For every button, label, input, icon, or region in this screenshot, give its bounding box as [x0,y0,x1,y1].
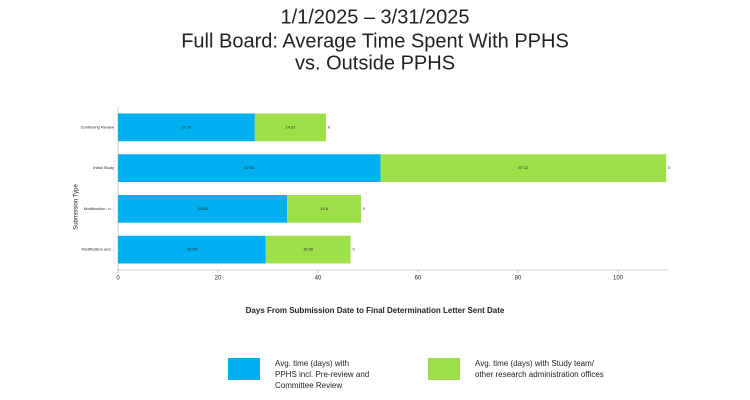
y-tick-label: Continuing Review [81,124,114,129]
chart-title: Full Board: Average Time Spent With PPHS [181,30,569,52]
data-label: 0 [363,206,366,211]
y-tick-label: Initial Study [93,165,114,170]
data-label: 16.96 [303,247,314,252]
data-label: 33.83 [198,206,209,211]
bar-segment [287,195,362,223]
data-label: 52.51 [244,165,255,170]
y-tick-label: Modification / o... [84,206,114,211]
y-tick-label: Modification and... [82,247,114,252]
data-label: 0 [353,247,356,252]
data-label: 29.55 [187,247,198,252]
bar-segment [118,113,255,142]
legend-label: Avg. time (days) with PPHS incl. Pre-rev… [275,359,370,390]
x-tick-label: 80 [515,276,522,282]
bar-segment [118,154,381,182]
bar-segment [265,235,351,264]
data-label: 27.37 [181,124,192,129]
bar-segment [254,113,326,142]
x-tick-label: 20 [215,276,222,282]
y-axis-title: Submission Type [74,184,80,230]
data-label: 14.21 [285,124,296,129]
bar-segment [118,235,266,264]
legend-swatch [428,358,460,380]
bar-segment [118,195,288,223]
legend-item: Avg. time (days) with Study team/ other … [428,358,618,380]
legend-item: Avg. time (days) with PPHS incl. Pre-rev… [228,358,398,391]
bar-segment [380,154,667,182]
x-tick-label: 100 [613,276,624,282]
x-tick-label: 60 [415,276,422,282]
data-label: 0 [328,124,331,129]
chart-title: vs. Outside PPHS [295,52,455,74]
data-label: 0 [668,165,671,170]
legend-label: Avg. time (days) with Study team/ other … [475,359,604,379]
chart-title: 1/1/2025 – 3/31/2025 [280,6,469,28]
x-tick-label: 40 [315,276,322,282]
data-label: 57.12 [518,165,529,170]
x-axis-title: Days From Submission Date to Final Deter… [246,306,505,315]
data-label: 14.8 [320,206,329,211]
x-tick-label: 0 [116,276,120,282]
legend-swatch [228,358,260,380]
